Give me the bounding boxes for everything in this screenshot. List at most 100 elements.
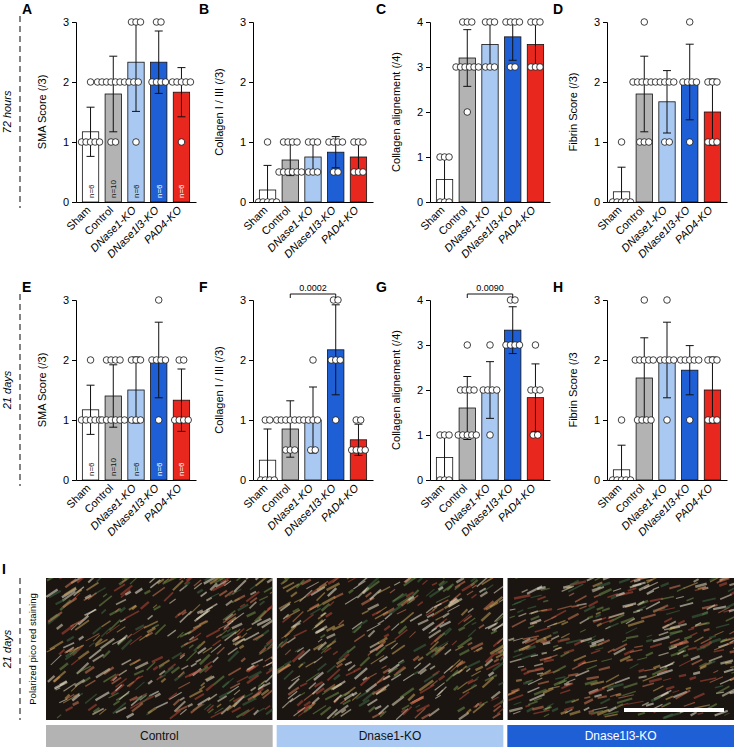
texture-streak [663,679,671,681]
texture-streak [662,621,675,628]
texture-streak [660,663,674,668]
texture-streak [277,639,288,649]
x-axis: ShamControlDNase1-KODNase1l3-KOPAD4-KO [595,202,728,260]
texture-streak [521,669,526,671]
texture-streak [670,628,675,629]
texture-streak [314,657,322,663]
error-bar-cap [686,345,694,346]
texture-streak [75,680,85,686]
texture-streak [531,616,540,619]
texture-streak [530,694,545,700]
texture-streak [341,709,351,716]
texture-streak [659,608,675,611]
texture-streak [571,606,578,607]
data-point [534,432,541,439]
x-tick-label: PAD4-KO [496,203,538,245]
error-bar-cap [109,364,117,365]
texture-streak [700,666,707,669]
texture-streak [427,614,434,618]
texture-streak [99,596,112,606]
y-tick: 0 [594,196,607,208]
texture-streak [595,614,600,616]
y-axis: 0123 [63,294,77,486]
n-label: n=6 [177,184,186,198]
texture-streak [148,708,156,713]
texture-streak [194,645,200,651]
texture-streak [87,583,99,591]
data-point [314,139,321,146]
error-bar-cap [332,136,340,137]
texture-streak [653,637,669,641]
error-bar [109,56,117,132]
texture-streak [267,578,273,583]
texture-streak [159,660,170,666]
texture-streak [615,678,630,684]
texture-streak [605,714,618,717]
panel: ESMA Score (/3)n=6n=10n=6n=6n=60123ShamC… [22,279,197,538]
texture-streak [57,715,61,718]
data-point [493,387,500,394]
texture-streak [676,690,691,698]
texture-streak [458,707,465,711]
texture-streak [458,666,466,674]
texture-streak [535,627,551,632]
y-tick-label: 2 [240,76,246,88]
y-tick-mark [603,360,607,361]
texture-streak [609,615,624,622]
y-tick-mark [426,112,430,113]
texture-streak [154,606,161,610]
y-tick-label: 3 [63,16,69,28]
texture-streak [730,675,734,680]
texture-streak [593,583,602,587]
texture-streak [459,650,469,655]
texture-streak [110,609,122,615]
texture-streak [191,704,202,713]
texture-streak [684,702,695,706]
x-axis-line [431,480,551,481]
y-tick-label: 3 [240,16,246,28]
texture-streak [527,606,536,608]
stain-label: Polarized pico red staining [27,593,38,704]
texture-streak [561,683,573,688]
error-bar-cap [463,86,471,87]
texture-streak [181,666,188,670]
texture-streak [692,659,703,664]
texture-streak [60,681,67,685]
n-label: n=6 [87,184,96,198]
data-point [464,342,471,349]
error-bar-cap [686,119,694,120]
error-bar-cap [531,363,539,364]
texture-streak [574,656,586,661]
texture-streak [626,619,635,624]
texture-streak [85,694,97,703]
texture-streak [426,589,434,596]
texture-streak [512,602,521,606]
texture-streak [322,645,329,650]
texture-streak [584,699,593,703]
texture-streak [147,628,155,632]
texture-streak [439,676,445,680]
row-label: 72 hours [1,90,13,133]
texture-streak [288,679,299,689]
texture-streak [628,588,637,591]
error-bar-cap [663,322,671,323]
error-bar-stem [712,357,713,423]
texture-streak [459,627,465,630]
micrograph [507,578,734,720]
texture-streak [339,650,349,660]
texture-streak [228,668,240,675]
texture-streak [144,621,158,628]
texture-streak [661,596,674,599]
texture-streak [135,625,144,630]
error-bar-stem [535,22,536,69]
texture-streak [101,639,115,649]
texture-streak [570,711,581,714]
texture-streak [688,628,694,630]
data-point [446,154,453,161]
texture-streak [291,592,297,596]
y-tick-mark [72,300,76,301]
texture-streak [296,580,304,588]
group-box [277,725,504,747]
texture-streak [524,672,529,674]
y-tick-label: 4 [417,294,423,306]
